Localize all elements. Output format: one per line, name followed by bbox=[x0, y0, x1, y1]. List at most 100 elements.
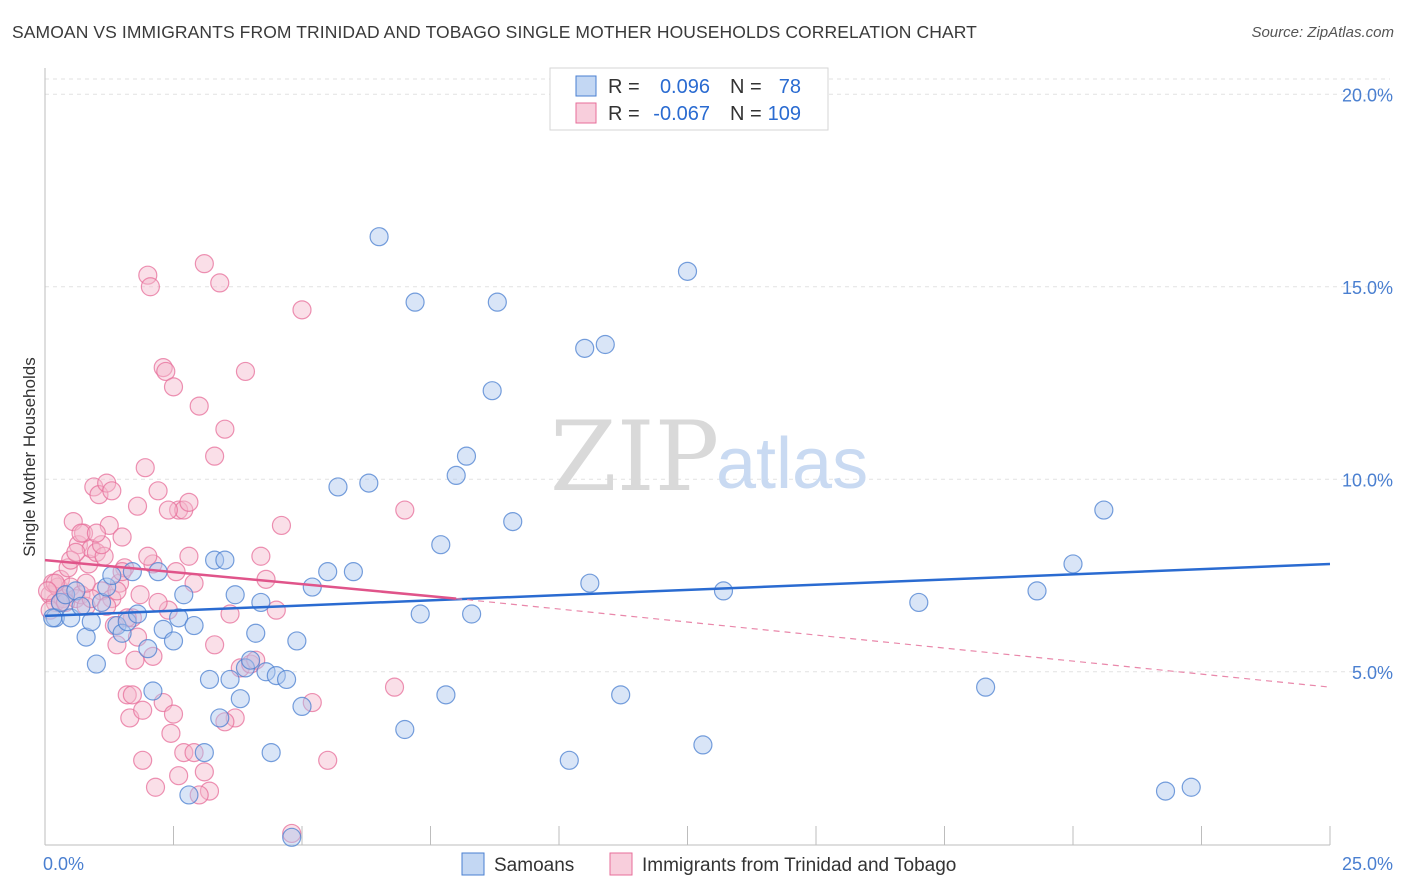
trinidad-point bbox=[161, 723, 181, 743]
samoans-point bbox=[86, 654, 107, 674]
samoans-point bbox=[256, 662, 276, 682]
samoans-point bbox=[174, 585, 194, 605]
trinidad-point bbox=[384, 677, 405, 697]
samoans-point bbox=[482, 381, 502, 401]
trinidad-point bbox=[179, 546, 199, 566]
samoans-point bbox=[503, 511, 523, 532]
samoans-point bbox=[1155, 781, 1176, 801]
trinidad-point bbox=[179, 492, 199, 512]
samoans-point bbox=[55, 585, 76, 605]
samoans-point bbox=[976, 677, 996, 697]
x-tick-label: 25.0% bbox=[1342, 854, 1393, 874]
samoans-point bbox=[184, 615, 204, 636]
x-tick-label: 0.0% bbox=[43, 854, 84, 874]
samoans-point bbox=[43, 608, 63, 628]
trinidad-point bbox=[91, 581, 112, 601]
trend-lines bbox=[44, 558, 1331, 688]
samoans-point bbox=[1181, 777, 1201, 797]
samoans-point bbox=[410, 604, 430, 624]
trinidad-point bbox=[205, 635, 225, 655]
samoans-point bbox=[266, 665, 286, 686]
trinidad-point bbox=[169, 500, 189, 520]
samoans-point bbox=[713, 581, 734, 601]
samoans-point bbox=[580, 573, 600, 593]
trinidad-point bbox=[318, 750, 338, 770]
samoans-point bbox=[97, 577, 117, 597]
trinidad-point bbox=[135, 458, 155, 478]
samoans-point bbox=[215, 550, 235, 570]
trinidad-point bbox=[215, 712, 235, 732]
trinidad-point bbox=[102, 481, 122, 501]
samoans-point bbox=[369, 227, 389, 247]
samoans-point bbox=[1094, 500, 1114, 520]
samoans-point bbox=[282, 827, 302, 847]
samoans-point bbox=[909, 592, 929, 613]
samoans-trend-line bbox=[44, 562, 1331, 618]
y-tick-label: 15.0% bbox=[1342, 278, 1393, 298]
trinidad-point bbox=[292, 300, 312, 320]
trinidad-point bbox=[122, 685, 142, 705]
y-tick-label: 20.0% bbox=[1342, 85, 1393, 105]
y-tick-label: 5.0% bbox=[1352, 663, 1393, 683]
samoans-point bbox=[595, 334, 615, 355]
stats-legend-swatch bbox=[575, 102, 597, 124]
samoans-point bbox=[559, 750, 579, 770]
y-tick-labels: 5.0% 10.0% 15.0% 20.0% bbox=[1342, 85, 1393, 683]
samoans-point bbox=[405, 292, 425, 312]
stats-r-label: R = bbox=[608, 103, 640, 125]
stats-legend: R = 0.096 N = 78 R = -0.067 N = 109 bbox=[549, 67, 829, 131]
trinidad-point bbox=[189, 785, 209, 805]
trinidad-point bbox=[133, 700, 153, 720]
trinidad-point bbox=[71, 585, 91, 605]
samoans-point bbox=[76, 627, 96, 647]
samoans-point bbox=[462, 604, 482, 624]
samoans-point bbox=[318, 562, 338, 582]
trinidad-point bbox=[395, 500, 415, 520]
stats-r-value: 0.096 bbox=[660, 76, 710, 98]
legend-label-trinidad: Immigrants from Trinidad and Tobago bbox=[642, 855, 956, 876]
samoans-point bbox=[199, 669, 220, 690]
trinidad-point bbox=[89, 485, 109, 505]
samoans-point bbox=[210, 708, 230, 728]
trinidad-point bbox=[302, 692, 322, 713]
samoans-point bbox=[575, 338, 595, 358]
trinidad-point bbox=[66, 542, 86, 563]
samoans-point bbox=[143, 681, 163, 701]
samoans-point bbox=[487, 292, 507, 312]
samoans-point bbox=[102, 565, 122, 586]
samoans-point bbox=[431, 535, 451, 555]
trinidad-point bbox=[215, 419, 235, 439]
samoans-point bbox=[225, 585, 245, 605]
trinidad-point bbox=[189, 396, 209, 416]
samoans-point bbox=[287, 631, 307, 651]
trinidad-point bbox=[148, 481, 168, 501]
watermark-zip: ZIP bbox=[550, 401, 719, 513]
trinidad-point bbox=[251, 546, 271, 566]
samoans-point bbox=[66, 581, 86, 601]
legend-label-samoans: Samoans bbox=[494, 855, 574, 876]
samoans-point bbox=[220, 669, 240, 690]
legend-swatch-trinidad bbox=[609, 852, 633, 876]
stats-n-value: 109 bbox=[768, 103, 801, 125]
trinidad-point bbox=[199, 781, 220, 801]
samoans-point bbox=[230, 689, 250, 709]
samoans-point bbox=[343, 562, 363, 582]
samoans-point bbox=[205, 550, 225, 570]
samoans-point bbox=[179, 785, 199, 805]
trinidad-point bbox=[156, 361, 176, 382]
stats-n-value: 78 bbox=[779, 76, 801, 98]
stats-r-value: -0.067 bbox=[653, 103, 710, 125]
trinidad-point bbox=[117, 685, 137, 705]
samoans-point bbox=[446, 465, 466, 485]
trinidad-point bbox=[97, 596, 117, 616]
trinidad-point bbox=[37, 581, 58, 601]
trinidad-point bbox=[76, 573, 96, 593]
samoans-point bbox=[127, 604, 148, 624]
samoans-point bbox=[395, 719, 415, 740]
trinidad-point bbox=[125, 650, 145, 670]
samoans-point bbox=[359, 473, 379, 493]
samoans-point bbox=[241, 650, 261, 670]
trinidad-point bbox=[138, 265, 158, 285]
legend-swatch-samoans bbox=[461, 852, 485, 876]
trinidad-point bbox=[71, 523, 91, 543]
